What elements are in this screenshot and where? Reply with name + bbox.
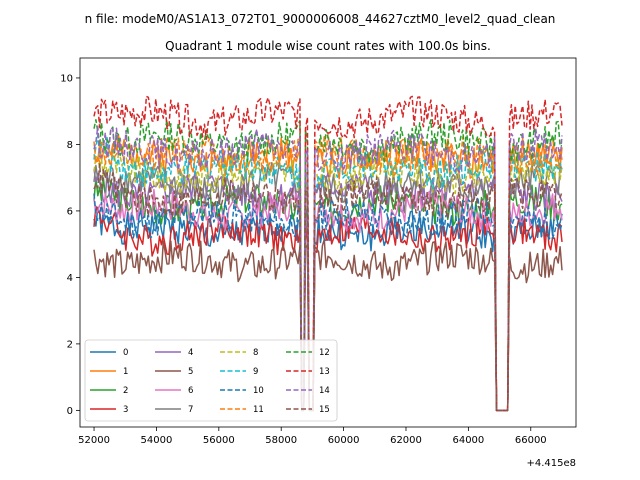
series-line-0 bbox=[93, 206, 563, 412]
legend-label-11: 11 bbox=[253, 405, 264, 415]
legend-label-8: 8 bbox=[253, 348, 258, 358]
plot-frame bbox=[79, 57, 577, 428]
legend-label-5: 5 bbox=[188, 367, 193, 377]
legend-label-10: 10 bbox=[253, 386, 264, 396]
y-tick-label: 2 bbox=[67, 339, 73, 350]
legend-label-4: 4 bbox=[188, 348, 193, 358]
y-axis: 0 2 4 6 8 10 bbox=[60, 73, 80, 417]
x-tick-label: 64000 bbox=[452, 435, 484, 446]
legend-label-3: 3 bbox=[123, 405, 128, 415]
y-tick-label: 0 bbox=[67, 406, 73, 417]
legend-label-6: 6 bbox=[188, 386, 193, 396]
legend-label-13: 13 bbox=[319, 367, 330, 377]
legend-label-1: 1 bbox=[123, 367, 128, 377]
series-line-13 bbox=[93, 95, 563, 412]
y-tick-label: 6 bbox=[67, 206, 73, 217]
series-layer bbox=[93, 95, 563, 412]
x-tick-label: 56000 bbox=[203, 435, 235, 446]
y-tick-label: 4 bbox=[67, 273, 73, 284]
x-tick-label: 66000 bbox=[515, 435, 547, 446]
y-tick-label: 10 bbox=[60, 73, 73, 84]
x-tick-label: 54000 bbox=[141, 435, 173, 446]
chart-title: Quadrant 1 module wise count rates with … bbox=[165, 39, 491, 53]
legend-label-7: 7 bbox=[188, 405, 193, 415]
x-tick-label: 58000 bbox=[265, 435, 297, 446]
series-line-14 bbox=[93, 125, 563, 412]
y-tick-label: 8 bbox=[67, 140, 73, 151]
series-line-8 bbox=[93, 153, 563, 412]
x-offset-label: +4.415e8 bbox=[526, 458, 576, 469]
figure-suptitle: n file: modeM0/AS1A13_072T01_9000006008_… bbox=[85, 12, 556, 26]
legend-label-0: 0 bbox=[123, 348, 128, 358]
series-line-12 bbox=[93, 118, 563, 412]
legend-label-14: 14 bbox=[319, 386, 330, 396]
x-tick-label: 62000 bbox=[390, 435, 422, 446]
legend-box bbox=[84, 339, 338, 422]
series-line-15 bbox=[93, 163, 563, 412]
series-line-6 bbox=[93, 188, 563, 412]
legend-label-12: 12 bbox=[319, 348, 330, 358]
x-tick-label: 52000 bbox=[78, 435, 110, 446]
legend-label-15: 15 bbox=[319, 405, 330, 415]
series-line-5 bbox=[93, 238, 563, 412]
x-axis: 52000 54000 56000 58000 60000 62000 64000 66000 bbox=[78, 427, 547, 446]
x-tick-label: 60000 bbox=[328, 435, 360, 446]
series-line-9 bbox=[93, 134, 563, 412]
legend-label-9: 9 bbox=[253, 367, 258, 377]
legend-label-2: 2 bbox=[123, 386, 128, 396]
